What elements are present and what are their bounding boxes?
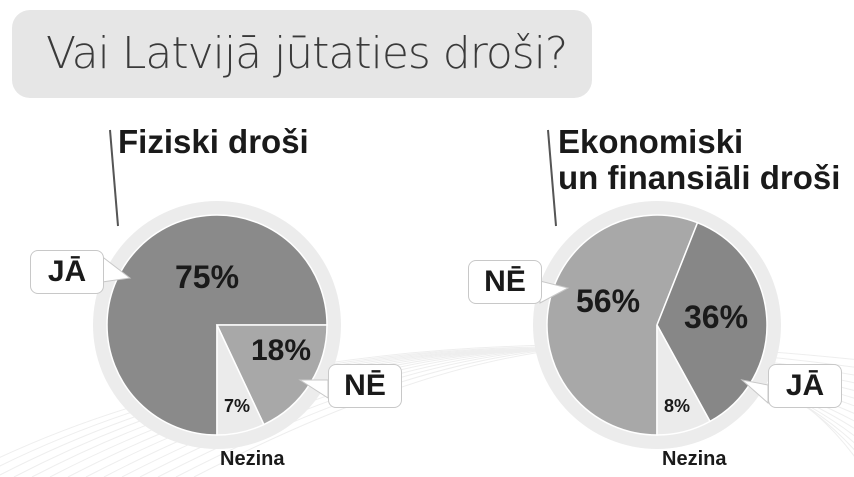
chart1-title: Fiziski droši [118,123,309,160]
chart1-title-leader [109,129,119,227]
title-banner [12,10,592,98]
chart2-callout-ne: NĒ [468,260,542,304]
chart2-slice-jā [656,221,768,423]
chart2-slice-nē [546,214,699,436]
chart2-pct-nē: 56% [576,283,640,319]
chart1-pct-nē: 18% [251,334,311,367]
chart2-title-leader [547,129,557,227]
chart2-pct-jā: 36% [684,299,748,335]
page-title: Vai Latvijā jūtaties droši? [46,28,568,79]
chart1-callout-ja: JĀ [30,250,104,294]
chart2-title-line1: Ekonomiski [558,123,744,160]
chart2-title-line2: un finansiāli droši [558,159,841,196]
chart1-nezina-label: Nezina [220,448,285,470]
chart1-group: 75% 18% 7% [93,129,341,449]
chart2-nezina-label: Nezina [662,448,727,470]
chart2-group: 56% 36% 8% [533,129,781,449]
chart2-callout-ja: JĀ [768,364,842,408]
chart1-callout-ne: NĒ [328,364,402,408]
chart2-pct-nezina: 8% [664,396,690,416]
chart2-slice-nezina [656,324,712,436]
chart1-pct-jā: 75% [175,259,239,295]
chart1-pct-nezina: 7% [224,396,250,416]
chart1-slice-nezina [216,324,265,436]
